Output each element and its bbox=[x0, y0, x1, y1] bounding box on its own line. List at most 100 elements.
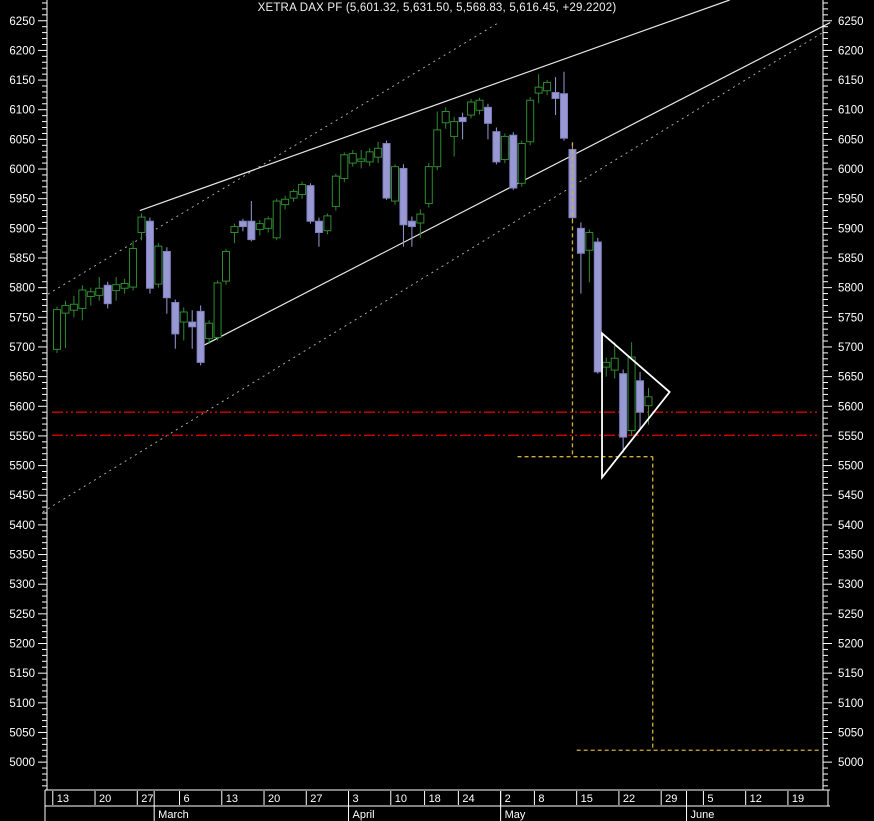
month-label: June bbox=[691, 809, 715, 821]
candle bbox=[560, 71, 568, 141]
y-axis-label: 5500 bbox=[9, 461, 35, 473]
candle-body-up bbox=[137, 216, 146, 233]
y-axis-label: 6100 bbox=[9, 105, 35, 117]
candle-body-up bbox=[340, 154, 349, 180]
candle-body-up bbox=[365, 151, 374, 163]
candle bbox=[534, 74, 543, 104]
candle bbox=[95, 276, 104, 301]
candle bbox=[551, 77, 560, 116]
y-axis-label: 5050 bbox=[9, 727, 35, 739]
week-label: 27 bbox=[310, 793, 322, 805]
candle-body-up bbox=[543, 81, 552, 92]
candle bbox=[272, 198, 281, 241]
week-label: 6 bbox=[184, 793, 190, 805]
dashed-trendline bbox=[42, 31, 824, 513]
y-axis-label: 5900 bbox=[9, 223, 35, 235]
candle-body-up bbox=[61, 304, 70, 314]
candle-body-up bbox=[534, 86, 543, 94]
candle-body-up bbox=[264, 218, 273, 229]
y-axis-label: 5800 bbox=[838, 283, 864, 295]
candle-body-up bbox=[500, 135, 509, 161]
y-axis-label: 5100 bbox=[838, 698, 864, 710]
candle bbox=[340, 152, 349, 183]
candle-body-down bbox=[483, 106, 492, 124]
candle bbox=[517, 140, 526, 187]
week-label: 20 bbox=[268, 793, 280, 805]
candle-body-down bbox=[188, 321, 197, 328]
candle bbox=[441, 107, 450, 129]
candle-body-up bbox=[357, 158, 366, 162]
candle bbox=[129, 240, 138, 291]
y-axis-label: 6000 bbox=[838, 164, 864, 176]
week-label: 29 bbox=[665, 793, 677, 805]
candle bbox=[86, 287, 95, 306]
candle bbox=[264, 216, 273, 233]
candle bbox=[619, 369, 628, 453]
y-axis-label: 5450 bbox=[838, 490, 864, 502]
y-axis-label: 5950 bbox=[9, 194, 35, 206]
y-axis-label: 5700 bbox=[9, 342, 35, 354]
candles bbox=[53, 71, 653, 453]
candle-body-up bbox=[154, 245, 163, 285]
candle-body-up bbox=[331, 175, 340, 207]
y-axis-label: 5650 bbox=[838, 372, 864, 384]
candle bbox=[53, 306, 61, 353]
candle-body-up bbox=[69, 303, 78, 311]
candle bbox=[407, 216, 416, 247]
candle bbox=[196, 305, 205, 366]
candle-body-down bbox=[551, 92, 560, 99]
candle bbox=[255, 220, 264, 236]
candle-body-down bbox=[171, 301, 180, 335]
candle bbox=[298, 181, 307, 199]
candle bbox=[179, 307, 188, 341]
month-label: March bbox=[158, 809, 189, 821]
candle-body-up bbox=[120, 282, 129, 289]
candle-body-up bbox=[374, 147, 383, 158]
y-axis-label: 5750 bbox=[9, 312, 35, 324]
candle-body-down bbox=[560, 93, 568, 139]
y-axis-label: 5300 bbox=[9, 579, 35, 591]
y-axis-label: 5750 bbox=[838, 312, 864, 324]
candle-body-down bbox=[576, 227, 585, 254]
y-axis-label: 6150 bbox=[838, 75, 864, 87]
candle bbox=[365, 148, 374, 167]
y-axis-label: 5400 bbox=[838, 520, 864, 532]
candle bbox=[382, 140, 391, 200]
candle bbox=[78, 285, 87, 321]
y-axis-label: 5350 bbox=[838, 550, 864, 562]
week-label: 19 bbox=[792, 793, 804, 805]
projection-lines bbox=[517, 142, 821, 751]
candle bbox=[374, 141, 383, 164]
week-label: 22 bbox=[623, 793, 635, 805]
candle bbox=[188, 310, 197, 349]
y-axis-label: 6050 bbox=[9, 134, 35, 146]
candle bbox=[238, 218, 247, 232]
candle-body-down bbox=[407, 220, 416, 228]
week-label: 24 bbox=[462, 793, 474, 805]
candle-body-up bbox=[129, 248, 138, 288]
candle-body-up bbox=[272, 200, 281, 239]
y-axis-label: 5900 bbox=[838, 223, 864, 235]
candle bbox=[585, 229, 594, 283]
candle bbox=[509, 132, 518, 190]
candle-body-up bbox=[441, 111, 450, 124]
candle bbox=[458, 112, 467, 140]
month-label: April bbox=[353, 809, 375, 821]
candle bbox=[120, 278, 129, 294]
candle bbox=[103, 281, 112, 309]
candle-body-down bbox=[314, 220, 323, 233]
candle bbox=[247, 201, 256, 242]
week-label: 8 bbox=[538, 793, 544, 805]
candle bbox=[610, 342, 619, 379]
candle-body-down bbox=[593, 241, 602, 373]
candle bbox=[171, 299, 180, 349]
candle bbox=[61, 300, 70, 349]
candle-body-up bbox=[526, 99, 535, 143]
y-axis-label: 6200 bbox=[838, 45, 864, 57]
candle bbox=[500, 133, 509, 164]
candle bbox=[306, 183, 315, 224]
chart-title: XETRA DAX PF (5,601.32, 5,631.50, 5,568.… bbox=[257, 2, 617, 14]
candle bbox=[230, 223, 239, 244]
